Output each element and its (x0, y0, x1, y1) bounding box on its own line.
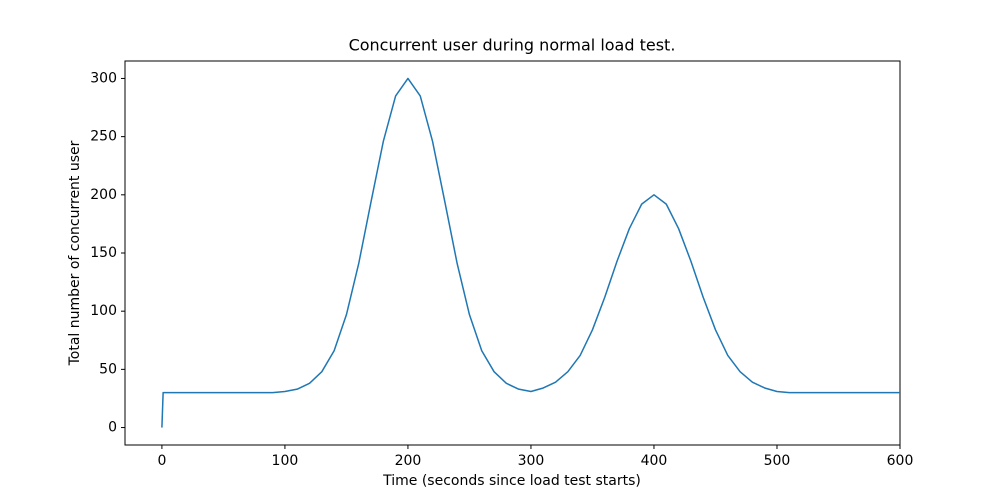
x-tick-label: 200 (395, 453, 422, 469)
plot-frame (124, 60, 901, 446)
y-tick-label: 50 (99, 361, 117, 377)
data-line (161, 77, 900, 428)
x-axis-label: Time (seconds since load test starts) (382, 473, 641, 489)
x-tick-label: 100 (272, 453, 299, 469)
y-tick-label: 150 (90, 245, 117, 261)
y-tick-label: 250 (90, 129, 117, 145)
y-axis-label: Total number of concurrent user (67, 140, 83, 366)
x-tick-label: 0 (157, 453, 166, 469)
x-tick-label: 500 (764, 453, 791, 469)
x-tick-label: 400 (641, 453, 668, 469)
y-tick-label: 300 (90, 70, 117, 86)
y-tick-label: 200 (90, 187, 117, 203)
x-tick-label: 600 (887, 453, 914, 469)
y-tick-label: 0 (108, 420, 117, 436)
chart-title: Concurrent user during normal load test. (349, 36, 676, 55)
x-tick-label: 300 (518, 453, 545, 469)
y-tick-label: 100 (90, 303, 117, 319)
